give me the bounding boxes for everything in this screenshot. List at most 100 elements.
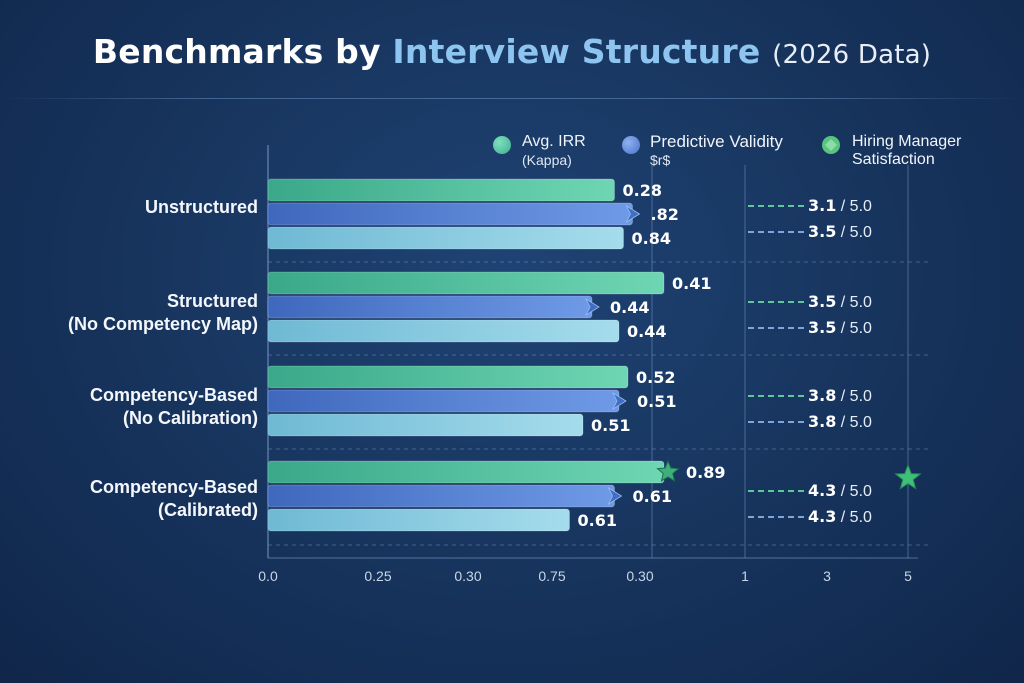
bar-avg-irr bbox=[267, 365, 629, 389]
legend-satisfaction-sub: Satisfaction bbox=[852, 151, 935, 168]
satisfaction-leader-line bbox=[748, 327, 804, 329]
bar-avg-irr bbox=[267, 271, 665, 295]
bar-value-label: 0.51 bbox=[637, 392, 677, 411]
satisfaction-score: 4.3 bbox=[808, 507, 837, 526]
title-divider bbox=[0, 98, 1024, 99]
validity-marker-icon bbox=[625, 204, 641, 224]
legend-swatch-validity bbox=[622, 136, 640, 154]
satisfaction-leader-line bbox=[748, 516, 804, 518]
satisfaction-scale: / 5.0 bbox=[836, 509, 872, 526]
category-line: (Calibrated) bbox=[157, 500, 258, 520]
satisfaction-value: 3.8 / 5.0 bbox=[808, 412, 872, 432]
bar-value-label: .82 bbox=[650, 205, 679, 224]
chart-title: Benchmarks by Interview Structure (2026 … bbox=[0, 32, 1024, 71]
bar-value-label: 0.44 bbox=[610, 298, 650, 317]
satisfaction-value: 3.5 / 5.0 bbox=[808, 222, 872, 242]
satisfaction-leader-line bbox=[748, 205, 804, 207]
x-tick-label: 0.30 bbox=[454, 568, 482, 584]
legend-validity-label: Predictive Validity bbox=[650, 132, 783, 151]
category-label-competency-calibrated: Competency-Based (Calibrated) bbox=[8, 476, 258, 522]
bar-value-label: 0.61 bbox=[577, 511, 617, 530]
bar-avg-irr bbox=[267, 178, 615, 202]
satisfaction-star-icon bbox=[894, 463, 922, 490]
x-tick-label: 3 bbox=[823, 568, 831, 584]
bar-predictive-validity bbox=[267, 295, 593, 319]
bar-value-label: 0.44 bbox=[627, 322, 667, 341]
highlight-star-icon bbox=[656, 459, 680, 482]
legend-swatch-satisfaction bbox=[822, 136, 840, 154]
x-tick-label: 0.25 bbox=[364, 568, 392, 584]
legend-satisfaction-label: Hiring Manager bbox=[852, 133, 962, 150]
category-line: Competency-Based bbox=[89, 477, 258, 497]
satisfaction-score: 3.5 bbox=[808, 292, 837, 311]
satisfaction-scale: / 5.0 bbox=[836, 483, 872, 500]
category-line: (No Calibration) bbox=[123, 408, 258, 428]
satisfaction-leader-line bbox=[748, 301, 804, 303]
satisfaction-scale: / 5.0 bbox=[836, 414, 872, 431]
satisfaction-score: 3.8 bbox=[808, 412, 837, 431]
x-tick-label: 0.75 bbox=[538, 568, 566, 584]
legend-item-satisfaction: Hiring Manager Satisfaction bbox=[852, 133, 961, 169]
category-label-competency-no-calibration: Competency-Based (No Calibration) bbox=[8, 384, 258, 430]
satisfaction-scale: / 5.0 bbox=[836, 224, 872, 241]
bar-value-label: 0.89 bbox=[686, 463, 726, 482]
satisfaction-leader-line bbox=[748, 490, 804, 492]
satisfaction-scale: / 5.0 bbox=[836, 294, 872, 311]
legend-validity-sub: $r$ bbox=[650, 152, 671, 168]
validity-marker-icon bbox=[585, 297, 600, 317]
satisfaction-leader-line bbox=[748, 395, 804, 397]
bar-value-label: 0.41 bbox=[672, 274, 712, 293]
satisfaction-value: 3.5 / 5.0 bbox=[808, 292, 872, 312]
category-line: Competency-Based bbox=[89, 385, 258, 405]
satisfaction-value: 3.8 / 5.0 bbox=[808, 386, 872, 406]
satisfaction-score: 3.5 bbox=[808, 222, 837, 241]
bar-third-series bbox=[267, 413, 584, 437]
x-tick-label: 1 bbox=[741, 568, 749, 584]
legend-irr-sub: (Kappa) bbox=[522, 152, 572, 168]
satisfaction-score: 3.5 bbox=[808, 318, 837, 337]
satisfaction-score: 3.8 bbox=[808, 386, 837, 405]
category-label-unstructured: Unstructured bbox=[8, 196, 258, 219]
category-label-structured: Structured (No Competency Map) bbox=[8, 290, 258, 336]
satisfaction-score: 3.1 bbox=[808, 196, 837, 215]
legend-item-irr: Avg. IRR (Kappa) bbox=[522, 133, 586, 169]
satisfaction-value: 4.3 / 5.0 bbox=[808, 507, 872, 527]
x-tick-label: 0.0 bbox=[258, 568, 278, 584]
satisfaction-scale: / 5.0 bbox=[836, 388, 872, 405]
satisfaction-leader-line bbox=[748, 421, 804, 423]
satisfaction-score: 4.3 bbox=[808, 481, 837, 500]
satisfaction-scale: / 5.0 bbox=[836, 198, 872, 215]
bar-value-label: 0.61 bbox=[632, 487, 672, 506]
satisfaction-value: 3.1 / 5.0 bbox=[808, 196, 872, 216]
validity-marker-icon bbox=[607, 486, 623, 506]
x-tick-label: 5 bbox=[904, 568, 912, 584]
bar-third-series bbox=[267, 508, 570, 532]
bar-predictive-validity bbox=[267, 484, 615, 508]
category-line: Structured bbox=[166, 291, 258, 311]
title-part-1: Benchmarks by bbox=[92, 32, 381, 71]
bar-third-series bbox=[267, 226, 624, 250]
satisfaction-value: 3.5 / 5.0 bbox=[808, 318, 872, 338]
satisfaction-scale: / 5.0 bbox=[836, 320, 872, 337]
legend-irr-label: Avg. IRR bbox=[522, 133, 586, 150]
bar-third-series bbox=[267, 319, 620, 343]
validity-marker-icon bbox=[612, 391, 627, 411]
bar-avg-irr bbox=[267, 460, 665, 484]
satisfaction-leader-line bbox=[748, 231, 804, 233]
bar-value-label: 0.51 bbox=[591, 416, 631, 435]
bar-predictive-validity bbox=[267, 202, 633, 226]
legend-swatch-irr bbox=[493, 136, 511, 154]
legend-item-validity: Predictive Validity $r$ bbox=[650, 133, 783, 169]
bar-value-label: 0.84 bbox=[631, 229, 671, 248]
bar-predictive-validity bbox=[267, 389, 620, 413]
title-part-2: Interview Structure bbox=[392, 32, 761, 71]
category-line: (No Competency Map) bbox=[67, 314, 258, 334]
bar-value-label: 0.28 bbox=[622, 181, 662, 200]
category-line: Unstructured bbox=[144, 197, 258, 217]
title-part-3: (2026 Data) bbox=[772, 40, 932, 70]
satisfaction-value: 4.3 / 5.0 bbox=[808, 481, 872, 501]
bar-value-label: 0.52 bbox=[636, 368, 676, 387]
x-tick-label: 0.30 bbox=[626, 568, 654, 584]
